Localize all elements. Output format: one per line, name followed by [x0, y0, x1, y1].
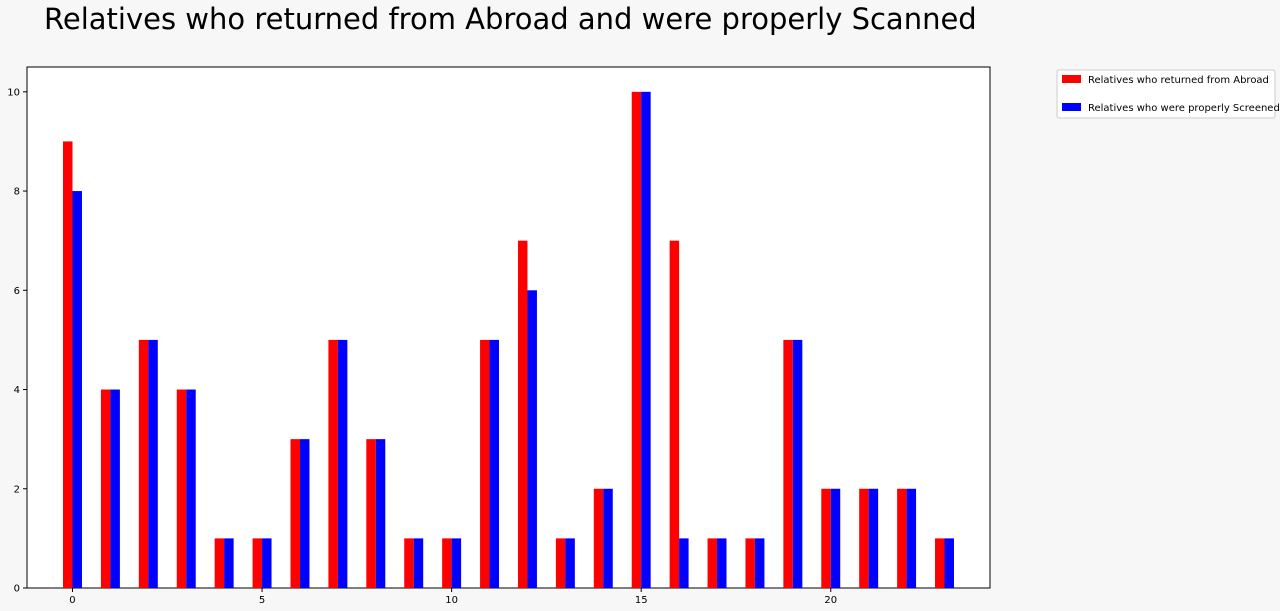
x-tick-label: 5: [259, 595, 265, 606]
bar-series2-21: [868, 488, 879, 588]
y-tick-label: 0: [14, 584, 20, 595]
bar-series1-2: [138, 339, 149, 588]
bar-series2-22: [906, 488, 917, 588]
bar-series1-6: [290, 439, 300, 588]
bar-series1-14: [593, 488, 604, 588]
bar-series2-18: [754, 538, 765, 588]
bar-series1-22: [897, 488, 907, 588]
bar-series1-17: [707, 538, 718, 588]
y-tick-label: 4: [14, 385, 20, 396]
bar-series1-11: [480, 339, 490, 588]
bar-series1-9: [404, 538, 414, 588]
bar-series2-14: [603, 488, 613, 588]
bar-series1-12: [517, 240, 528, 589]
legend-box: [1056, 69, 1276, 119]
bar-series1-4: [214, 538, 225, 588]
y-tick-label: 6: [14, 286, 20, 297]
bars-group: [63, 91, 954, 589]
legend-label-series2: Relatives who were properly Screened: [1088, 103, 1280, 114]
bar-series1-8: [366, 439, 376, 588]
y-tick-label: 2: [14, 484, 20, 495]
bar-series2-17: [717, 538, 727, 588]
bar-series1-3: [176, 389, 187, 588]
bar-series2-15: [641, 91, 651, 588]
bar-series1-7: [328, 339, 338, 588]
bar-series2-1: [110, 389, 120, 588]
bar-series1-10: [442, 538, 452, 588]
bar-series1-16: [669, 240, 680, 589]
bar-series1-0: [63, 141, 73, 588]
bar-series2-0: [72, 191, 82, 589]
bar-series2-23: [944, 538, 954, 588]
bar-series2-6: [299, 439, 310, 588]
legend: Relatives who returned from Abroad Relati…: [1056, 69, 1280, 119]
legend-swatch-series1: [1062, 75, 1081, 83]
bar-series2-8: [375, 439, 386, 588]
x-tick-label: 15: [635, 595, 648, 606]
bar-series1-23: [935, 538, 945, 588]
chart-title: Relatives who returned from Abroad and w…: [44, 2, 977, 36]
legend-label-series1: Relatives who returned from Abroad: [1088, 75, 1269, 86]
bar-series1-15: [631, 91, 642, 588]
bar-series1-19: [783, 339, 793, 588]
bar-series2-16: [679, 538, 689, 588]
bar-series1-20: [821, 488, 831, 588]
bar-series2-7: [337, 339, 348, 588]
y-tick-label: 10: [7, 87, 20, 98]
bar-series1-1: [100, 389, 111, 588]
x-tick-label: 0: [69, 595, 75, 606]
bar-series2-13: [565, 538, 575, 588]
y-tick-label: 8: [14, 187, 20, 198]
bar-series1-18: [745, 538, 755, 588]
bar-series1-5: [252, 538, 263, 588]
bar-series2-12: [527, 290, 537, 588]
bar-series2-11: [489, 339, 500, 588]
bar-series2-10: [451, 538, 462, 588]
bar-series2-2: [148, 339, 158, 588]
y-axis: 0 2 4 6 8 10: [7, 87, 27, 595]
bar-series2-9: [413, 538, 424, 588]
bar-series2-3: [186, 389, 196, 588]
bar-series1-13: [555, 538, 566, 588]
x-tick-label: 10: [445, 595, 458, 606]
plot-area: [26, 66, 991, 589]
bar-series1-21: [859, 488, 869, 588]
x-axis: 0 5 10 15 20: [69, 588, 837, 606]
bar-series2-20: [830, 488, 841, 588]
bar-series2-4: [224, 538, 234, 588]
legend-swatch-series2: [1062, 103, 1081, 111]
bar-series2-19: [792, 339, 803, 588]
bar-series2-5: [262, 538, 272, 588]
x-tick-label: 20: [824, 595, 837, 606]
